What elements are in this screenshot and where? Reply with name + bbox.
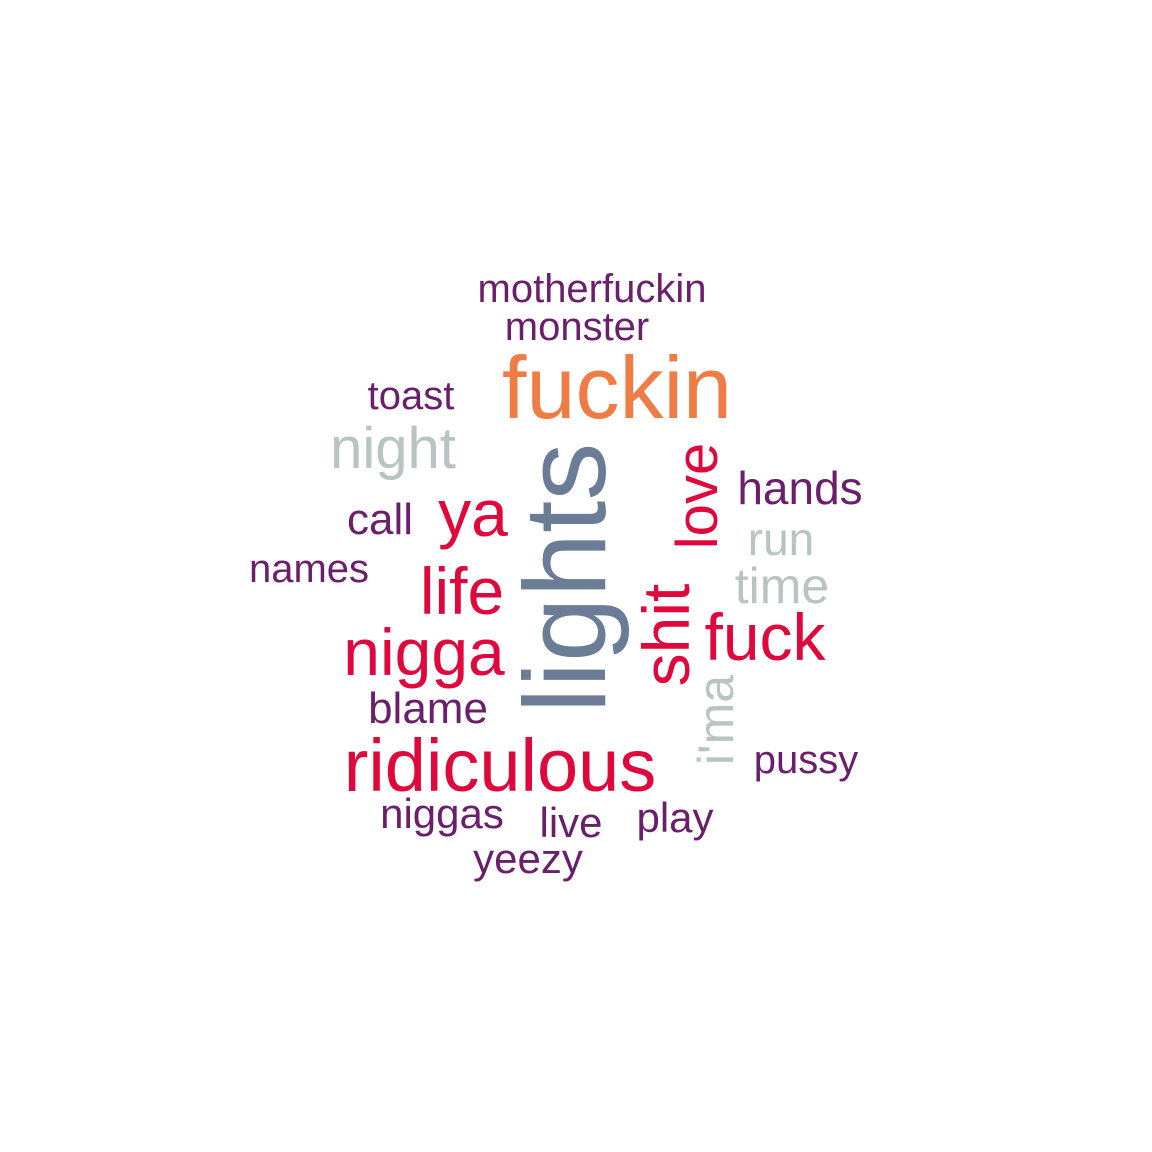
word-shit: shit bbox=[629, 583, 703, 687]
word-ima: i'ma bbox=[688, 674, 744, 766]
word-nigga: nigga bbox=[343, 615, 505, 689]
word-live: live bbox=[539, 799, 603, 846]
word-yeezy: yeezy bbox=[473, 835, 583, 882]
word-hands: hands bbox=[737, 462, 863, 514]
word-fuck: fuck bbox=[704, 600, 826, 674]
word-niggas: niggas bbox=[380, 790, 504, 837]
word-call: call bbox=[346, 495, 414, 544]
word-time: time bbox=[734, 558, 830, 614]
word-night: night bbox=[330, 416, 456, 481]
word-fuckin: fuckin bbox=[502, 338, 732, 437]
word-motherfuckin: motherfuckin bbox=[477, 267, 707, 311]
word-ya: ya bbox=[438, 476, 508, 550]
word-monster: monster bbox=[504, 305, 650, 349]
word-run: run bbox=[747, 513, 815, 565]
word-blame: blame bbox=[368, 684, 488, 733]
word-names: names bbox=[248, 547, 370, 591]
word-love: love bbox=[665, 442, 730, 550]
word-ridiculous: ridiculous bbox=[343, 724, 657, 807]
word-lights: lights bbox=[500, 442, 630, 714]
word-play: play bbox=[636, 794, 714, 841]
word-life: life bbox=[419, 554, 505, 628]
word-toast: toast bbox=[367, 374, 455, 418]
word-pussy: pussy bbox=[753, 738, 859, 782]
